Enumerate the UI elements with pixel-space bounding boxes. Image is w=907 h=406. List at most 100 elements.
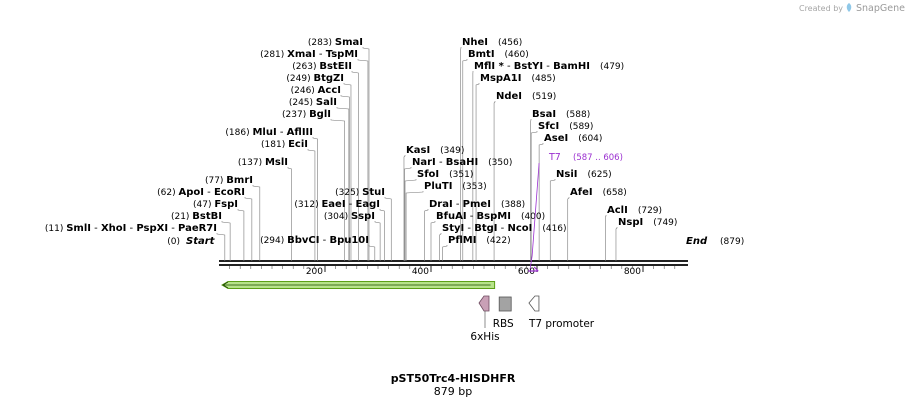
enzyme-name[interactable]: AclI xyxy=(607,205,628,216)
enzyme-name[interactable]: NcoI xyxy=(507,223,532,234)
enzyme-name[interactable]: NarI xyxy=(412,157,436,168)
feature-6xhis[interactable]: 6xHis xyxy=(470,295,500,343)
site-label[interactable]: (283) SmaI xyxy=(308,37,363,48)
enzyme-name[interactable]: XhoI xyxy=(101,223,126,234)
enzyme-name[interactable]: NdeI xyxy=(496,91,522,102)
enzyme-name[interactable]: BamHI xyxy=(553,61,590,72)
enzyme-name[interactable]: BstEII xyxy=(319,61,352,72)
site-label[interactable]: NdeI (519) xyxy=(496,91,556,102)
site-label[interactable]: (21) BstBI xyxy=(171,211,222,222)
enzyme-name[interactable]: NheI xyxy=(462,37,488,48)
enzyme-name[interactable]: SspI xyxy=(351,211,375,222)
enzyme-name[interactable]: AfeI xyxy=(570,187,593,198)
site-label[interactable]: (312) EaeI - EagI xyxy=(294,199,380,210)
enzyme-name[interactable]: BspMI xyxy=(477,211,511,222)
enzyme-name[interactable]: BbvCI xyxy=(287,235,319,246)
enzyme-name[interactable]: StyI xyxy=(442,223,464,234)
site-label[interactable]: (281) XmaI - TspMI xyxy=(260,49,358,60)
enzyme-name[interactable]: KasI xyxy=(406,145,430,156)
enzyme-name[interactable]: BstYI xyxy=(514,61,543,72)
site-label[interactable]: (77) BmrI xyxy=(205,175,253,186)
site-label[interactable]: SfoI (351) xyxy=(417,169,473,180)
enzyme-name[interactable]: SfcI xyxy=(538,121,559,132)
enzyme-name[interactable]: SalI xyxy=(316,97,337,108)
enzyme-name[interactable]: FspI xyxy=(214,199,238,210)
feature-t7-promoter[interactable]: T7 promoter xyxy=(528,295,595,330)
site-label[interactable]: (137) MslI xyxy=(238,157,288,168)
enzyme-name[interactable]: EagI xyxy=(356,199,380,210)
enzyme-name[interactable]: SmaI xyxy=(335,37,363,48)
enzyme-name[interactable]: ApoI xyxy=(178,187,204,198)
enzyme-name[interactable]: BtgI xyxy=(474,223,497,234)
site-label[interactable]: MspA1I (485) xyxy=(480,73,556,84)
enzyme-name[interactable]: AflIII xyxy=(287,127,313,138)
site-label[interactable]: KasI (349) xyxy=(406,145,464,156)
enzyme-name[interactable]: PluTI xyxy=(424,181,452,192)
site-label[interactable]: (263) BstEII xyxy=(292,61,352,72)
enzyme-name[interactable]: MflI * xyxy=(474,61,505,72)
site-label[interactable]: (294) BbvCI - Bpu10I xyxy=(260,235,369,246)
site-label[interactable]: SfcI (589) xyxy=(538,121,593,132)
enzyme-name[interactable]: MslI xyxy=(265,157,288,168)
enzyme-name[interactable]: Bpu10I xyxy=(329,235,369,246)
site-label[interactable]: BfuAI - BspMI (400) xyxy=(436,211,545,222)
site-label[interactable]: (47) FspI xyxy=(193,199,238,210)
enzyme-name[interactable]: PmeI xyxy=(463,199,491,210)
enzyme-name[interactable]: TspMI xyxy=(326,49,358,60)
enzyme-name[interactable]: BmrI xyxy=(226,175,253,186)
site-label[interactable]: BmtI (460) xyxy=(468,49,529,60)
enzyme-name[interactable]: PaeR7I xyxy=(178,223,217,234)
site-label[interactable]: BsaI (588) xyxy=(532,109,590,120)
site-label[interactable]: (249) BtgZI xyxy=(286,73,344,84)
site-position: (181) xyxy=(261,140,288,150)
enzyme-name[interactable]: PflMI xyxy=(448,235,476,246)
enzyme-name[interactable]: SfoI xyxy=(417,169,439,180)
enzyme-name[interactable]: MluI xyxy=(252,127,276,138)
primer-name[interactable]: T7 xyxy=(548,152,561,163)
enzyme-name[interactable]: DraI xyxy=(429,199,453,210)
enzyme-name[interactable]: BsaHI xyxy=(446,157,478,168)
enzyme-name[interactable]: SmlI xyxy=(66,223,91,234)
enzyme-name[interactable]: BglI xyxy=(309,109,331,120)
enzyme-name[interactable]: PspXI xyxy=(136,223,168,234)
enzyme-name[interactable]: NsiI xyxy=(556,169,577,180)
enzyme-name[interactable]: MspA1I xyxy=(480,73,521,84)
site-label[interactable]: AseI (604) xyxy=(544,133,602,144)
feature-rbs[interactable]: RBS xyxy=(493,296,514,330)
site-label[interactable]: MflI * - BstYI - BamHI (479) xyxy=(474,61,624,72)
enzyme-name[interactable]: StuI xyxy=(362,187,385,198)
site-label[interactable]: PluTI (353) xyxy=(424,181,487,192)
site-label[interactable]: StyI - BtgI - NcoI (416) xyxy=(442,223,567,234)
site-label[interactable]: (304) SspI xyxy=(324,211,375,222)
site-label[interactable]: (245) SalI xyxy=(289,97,337,108)
primer-t7[interactable]: T7 (587 .. 606) xyxy=(528,152,623,272)
enzyme-name[interactable]: AccI xyxy=(318,85,341,96)
enzyme-name[interactable]: NspI xyxy=(618,217,643,228)
orf-arrow[interactable] xyxy=(221,281,496,289)
enzyme-name[interactable]: EcoRI xyxy=(214,187,245,198)
site-label[interactable]: NsiI (625) xyxy=(556,169,612,180)
site-label[interactable]: (11) SmlI - XhoI - PspXI - PaeR7I xyxy=(45,223,217,234)
site-label[interactable]: PflMI (422) xyxy=(448,235,511,246)
site-label[interactable]: (237) BglI xyxy=(282,109,331,120)
enzyme-name[interactable]: BmtI xyxy=(468,49,495,60)
enzyme-name[interactable]: BtgZI xyxy=(313,73,344,84)
site-label[interactable]: NheI (456) xyxy=(462,37,522,48)
enzyme-name[interactable]: XmaI xyxy=(287,49,316,60)
enzyme-name[interactable]: BstBI xyxy=(192,211,222,222)
site-label[interactable]: (186) MluI - AflIII xyxy=(225,127,313,138)
enzyme-name[interactable]: EaeI xyxy=(321,199,345,210)
site-label[interactable]: AclI (729) xyxy=(607,205,662,216)
site-label[interactable]: (62) ApoI - EcoRI xyxy=(157,187,245,198)
site-label[interactable]: (246) AccI xyxy=(291,85,341,96)
site-label[interactable]: NspI (749) xyxy=(618,217,677,228)
enzyme-name[interactable]: BfuAI xyxy=(436,211,467,222)
enzyme-name[interactable]: BsaI xyxy=(532,109,556,120)
enzyme-name[interactable]: EciI xyxy=(288,139,308,150)
site-label[interactable]: AfeI (658) xyxy=(570,187,627,198)
site-label[interactable]: NarI - BsaHI (350) xyxy=(412,157,512,168)
site-label[interactable]: DraI - PmeI (388) xyxy=(429,199,525,210)
site-label[interactable]: (325) StuI xyxy=(335,187,385,198)
enzyme-name[interactable]: AseI xyxy=(544,133,568,144)
site-label[interactable]: (181) EciI xyxy=(261,139,308,150)
